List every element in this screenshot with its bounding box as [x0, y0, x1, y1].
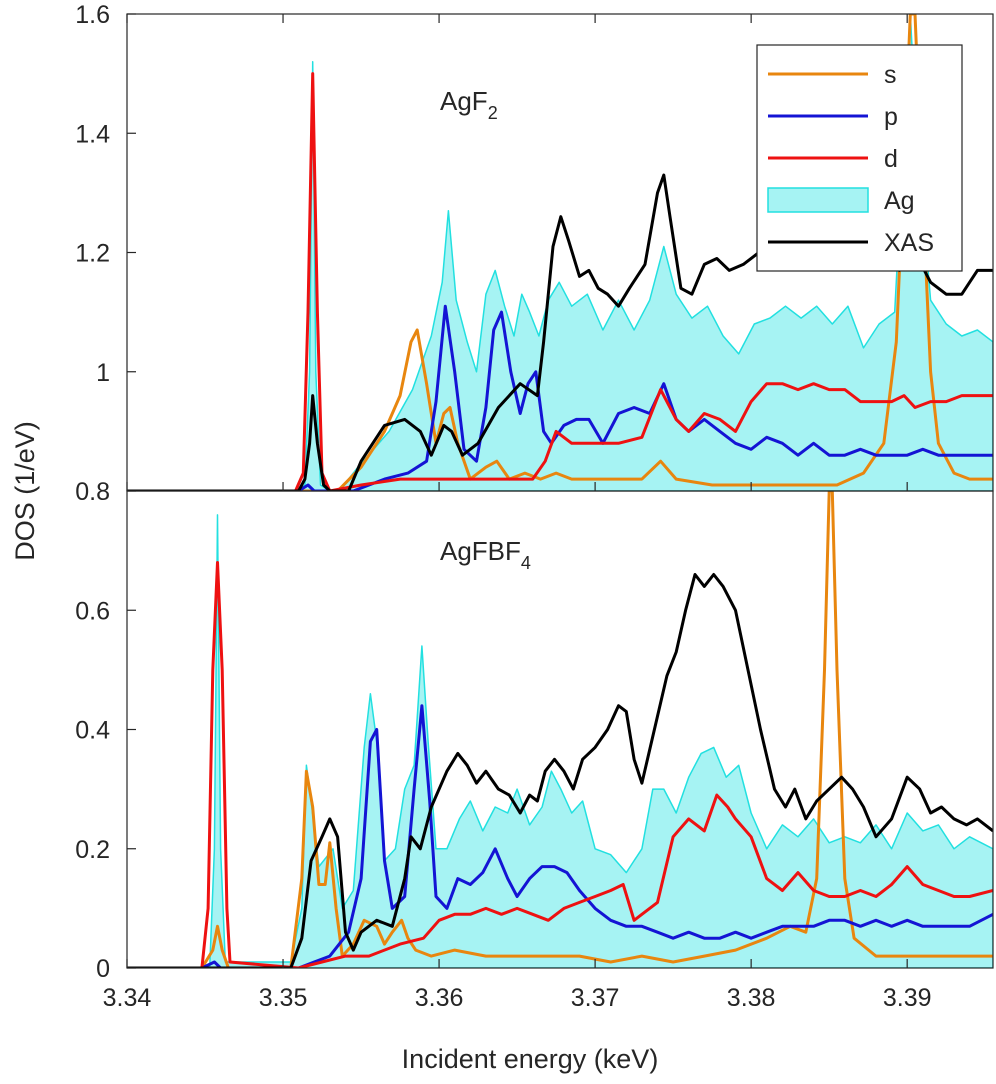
y-tick-label: 0.2 — [75, 836, 110, 864]
series-xas-line-agfbf4 — [127, 573, 993, 968]
x-tick-label: 3.36 — [415, 984, 464, 1012]
y-tick-label: 1.2 — [75, 240, 110, 268]
panel-agfbf4-plot-area — [127, 491, 993, 968]
legend-label-ag: Ag — [884, 187, 915, 215]
legend-label-d: d — [884, 145, 898, 173]
y-tick-label: 1.4 — [75, 120, 110, 148]
x-tick-label: 3.34 — [103, 984, 152, 1012]
x-tick-label: 3.38 — [727, 984, 776, 1012]
series-p-line-agfbf4 — [201, 704, 993, 968]
y-tick-label: 1.6 — [75, 1, 110, 29]
legend-label-s: s — [884, 61, 897, 89]
legend: spd Ag XAS — [756, 44, 963, 272]
legend-label-xas: XAS — [884, 229, 934, 257]
series-s-line-agf2 — [127, 14, 993, 491]
series-s-line-agfbf4 — [200, 491, 993, 968]
panel-agfbf4-label-subscript: 4 — [521, 553, 531, 573]
series-d-line-agfbf4 — [200, 561, 993, 968]
series-p-line-agf2 — [127, 304, 993, 491]
y-tick-label: 0.8 — [75, 478, 110, 506]
y-tick-label: 0.6 — [75, 597, 110, 625]
series-ag-area-agfbf4 — [127, 514, 993, 968]
x-tick-label: 3.39 — [883, 984, 932, 1012]
x-tick-label: 3.37 — [571, 984, 620, 1012]
x-axis-title: Incident energy (keV) — [402, 1044, 659, 1074]
panel-agfbf4-label: AgFBF4 — [440, 536, 531, 573]
panel-agf2-label-subscript: 2 — [488, 103, 498, 123]
panel-agf2-label: AgF2 — [440, 86, 498, 123]
x-tick-label: 3.35 — [259, 984, 308, 1012]
y-tick-label: 0.4 — [75, 717, 110, 745]
y-tick-label: 1 — [96, 359, 110, 387]
legend-label-p: p — [884, 103, 898, 131]
y-tick-label: 0 — [96, 955, 110, 983]
axis-ticks: 3.34 3.35 3.36 3.37 3.38 3.39 0 0.2 0.4 0.6 0.8 1 1.… — [75, 1, 931, 1012]
series-d-line-agf2 — [127, 72, 993, 491]
legend-swatch-ag — [767, 187, 869, 213]
y-axis-title: DOS (1/eV) — [10, 421, 40, 561]
